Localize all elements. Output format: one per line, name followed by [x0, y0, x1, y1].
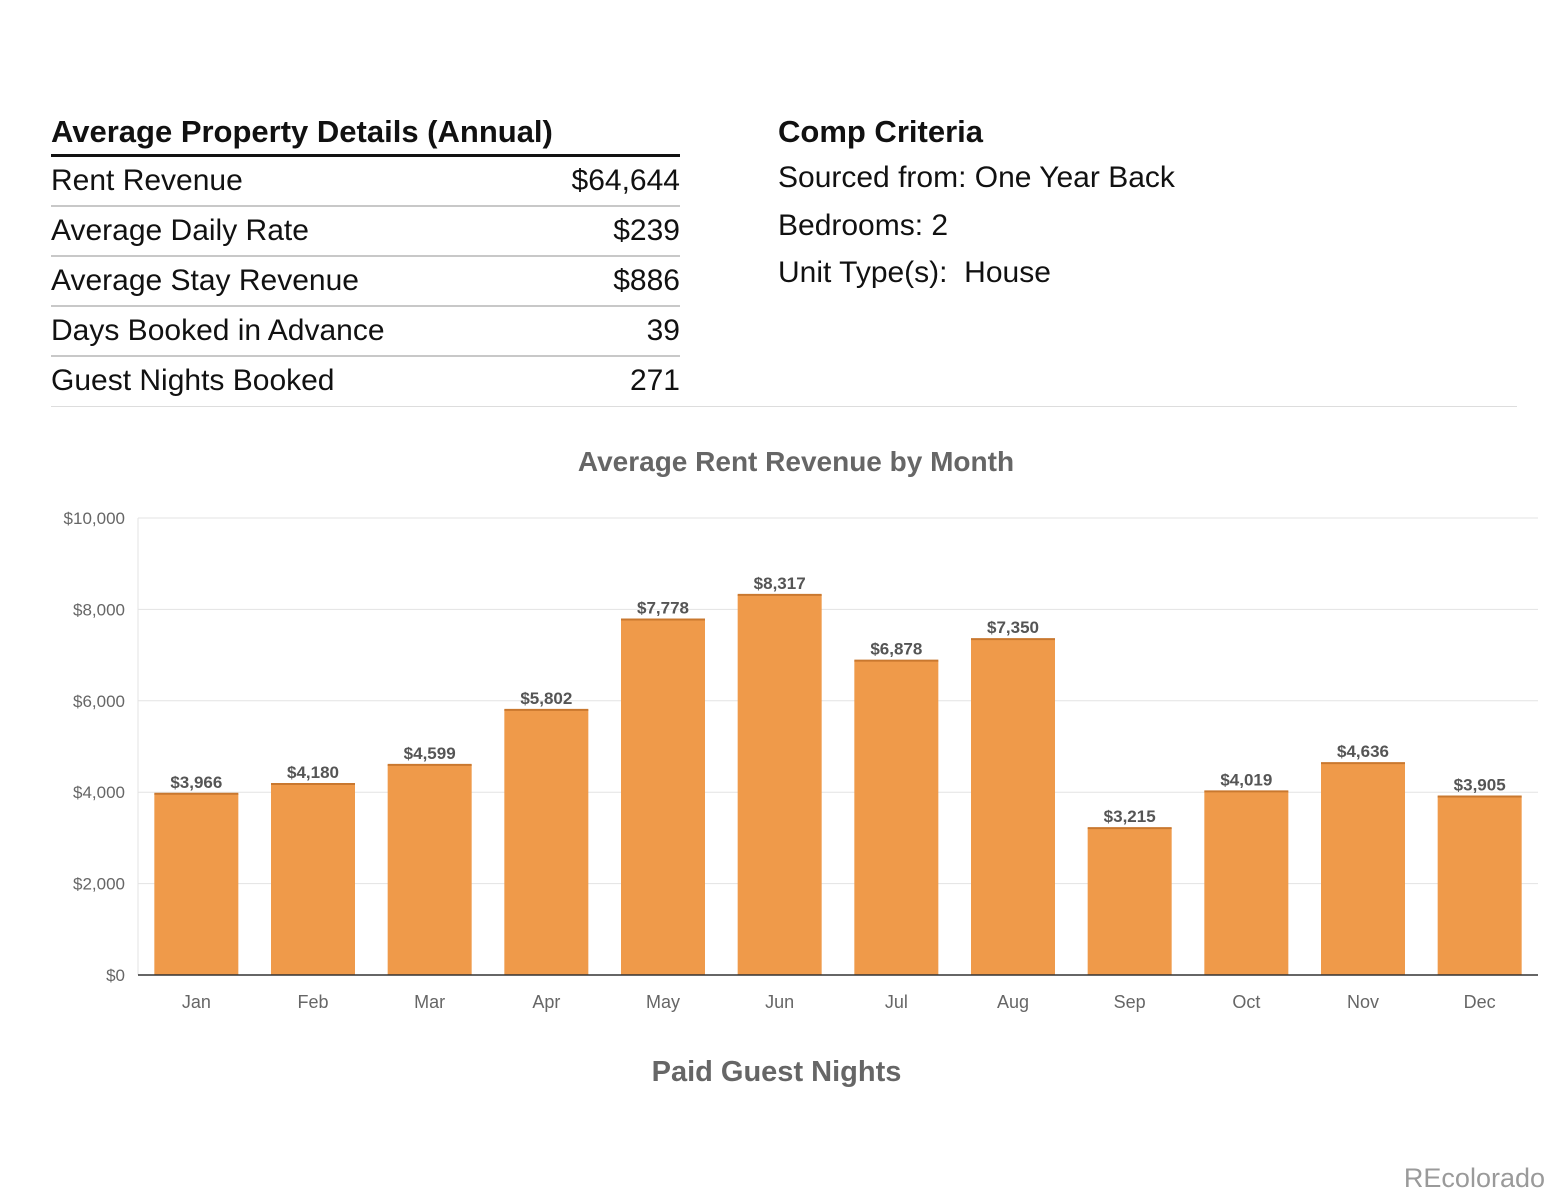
bar-feb: [271, 783, 355, 975]
detail-value: $239: [613, 214, 680, 247]
bar-mar: [387, 764, 472, 975]
bar-jun: [737, 594, 822, 975]
y-tick-label: $2,000: [73, 875, 125, 894]
section-divider: [51, 406, 1517, 407]
y-tick-label: $6,000: [73, 692, 125, 711]
detail-value: $886: [613, 264, 680, 297]
detail-row-average-stay-revenue: Average Stay Revenue $886: [51, 257, 680, 307]
criteria-bedrooms: Bedrooms: 2: [778, 208, 949, 242]
x-tick-label: Apr: [532, 992, 560, 1012]
detail-value: 39: [646, 314, 680, 347]
bar-sep: [1087, 828, 1172, 975]
brand-watermark: REcolorado: [1403, 1163, 1545, 1193]
y-tick-label: $0: [106, 966, 125, 985]
x-tick-label: Jul: [885, 992, 908, 1012]
detail-value: 271: [629, 364, 680, 397]
data-label: $6,878: [870, 640, 922, 659]
x-tick-label: Mar: [414, 992, 445, 1012]
bar-jan: [154, 793, 239, 975]
y-tick-label: $10,000: [64, 509, 125, 528]
y-tick-label: $4,000: [73, 783, 125, 802]
data-label: $7,350: [987, 618, 1039, 637]
x-tick-label: Aug: [997, 992, 1029, 1012]
x-tick-label: Jun: [765, 992, 794, 1012]
paid-guest-nights-title: Paid Guest Nights: [651, 1056, 902, 1088]
detail-row-days-booked-in-advance: Days Booked in Advance 39: [51, 307, 680, 357]
details-title: Average Property Details (Annual): [51, 112, 680, 157]
detail-row-average-daily-rate: Average Daily Rate $239: [51, 207, 680, 257]
detail-label: Average Daily Rate: [51, 214, 309, 247]
x-tick-label: Nov: [1347, 992, 1379, 1012]
detail-row-guest-nights-booked: Guest Nights Booked 271: [51, 357, 680, 405]
x-tick-label: Feb: [297, 992, 328, 1012]
bar-dec: [1437, 796, 1522, 975]
criteria-unit-types: Unit Type(s): House: [778, 256, 1051, 289]
comp-criteria: Comp Criteria Sourced from: One Year Bac…: [778, 112, 1378, 297]
detail-row-rent-revenue: Rent Revenue $64,644: [51, 157, 680, 207]
x-tick-label: May: [646, 992, 680, 1012]
revenue-bar-chart: Average Rent Revenue by Month $0 $2,000 $4…: [64, 446, 1538, 1012]
data-labels: $3,966 $4,180 $4,599 $5,802 $7,778 $8,317 $6,8…: [170, 574, 1505, 826]
x-tick-label: Jan: [182, 992, 211, 1012]
data-label: $3,215: [1104, 807, 1156, 826]
x-tick-label: Oct: [1232, 992, 1260, 1012]
grid-lines: [137, 517, 1538, 975]
bar-jul: [854, 660, 939, 975]
detail-label: Days Booked in Advance: [51, 314, 385, 347]
criteria-sourced-from: Sourced from: One Year Back: [778, 161, 1175, 194]
data-label: $7,778: [637, 599, 689, 618]
detail-label: Guest Nights Booked: [51, 364, 335, 397]
data-label: $4,599: [404, 744, 456, 763]
data-label: $4,180: [287, 763, 339, 782]
detail-label: Rent Revenue: [51, 164, 243, 197]
bar-nov: [1321, 763, 1405, 975]
x-tick-label: Sep: [1114, 992, 1146, 1012]
y-axis-ticks: $0 $2,000 $4,000 $6,000 $8,000 $10,000: [64, 509, 125, 985]
bars: [154, 593, 1522, 975]
detail-value: $64,644: [571, 164, 680, 197]
criteria-title: Comp Criteria: [778, 114, 983, 149]
property-details-table: Average Property Details (Annual) Rent R…: [51, 112, 680, 405]
data-label: $3,905: [1454, 776, 1506, 795]
bar-oct: [1204, 791, 1289, 975]
data-label: $4,636: [1337, 742, 1389, 761]
data-label: $8,317: [754, 574, 806, 593]
data-label: $4,019: [1220, 770, 1272, 789]
x-tick-label: Dec: [1464, 992, 1496, 1012]
bar-apr: [504, 709, 589, 975]
detail-label: Average Stay Revenue: [51, 264, 359, 297]
y-tick-label: $8,000: [73, 600, 125, 619]
data-label: $5,802: [520, 689, 572, 708]
bar-aug: [971, 639, 1055, 975]
chart-title: Average Rent Revenue by Month: [578, 446, 1014, 477]
bar-may: [621, 619, 705, 975]
x-axis-ticks: Jan Feb Mar Apr May Jun Jul Aug Sep Oct Nov Dec: [182, 992, 1496, 1012]
data-label: $3,966: [170, 773, 222, 792]
